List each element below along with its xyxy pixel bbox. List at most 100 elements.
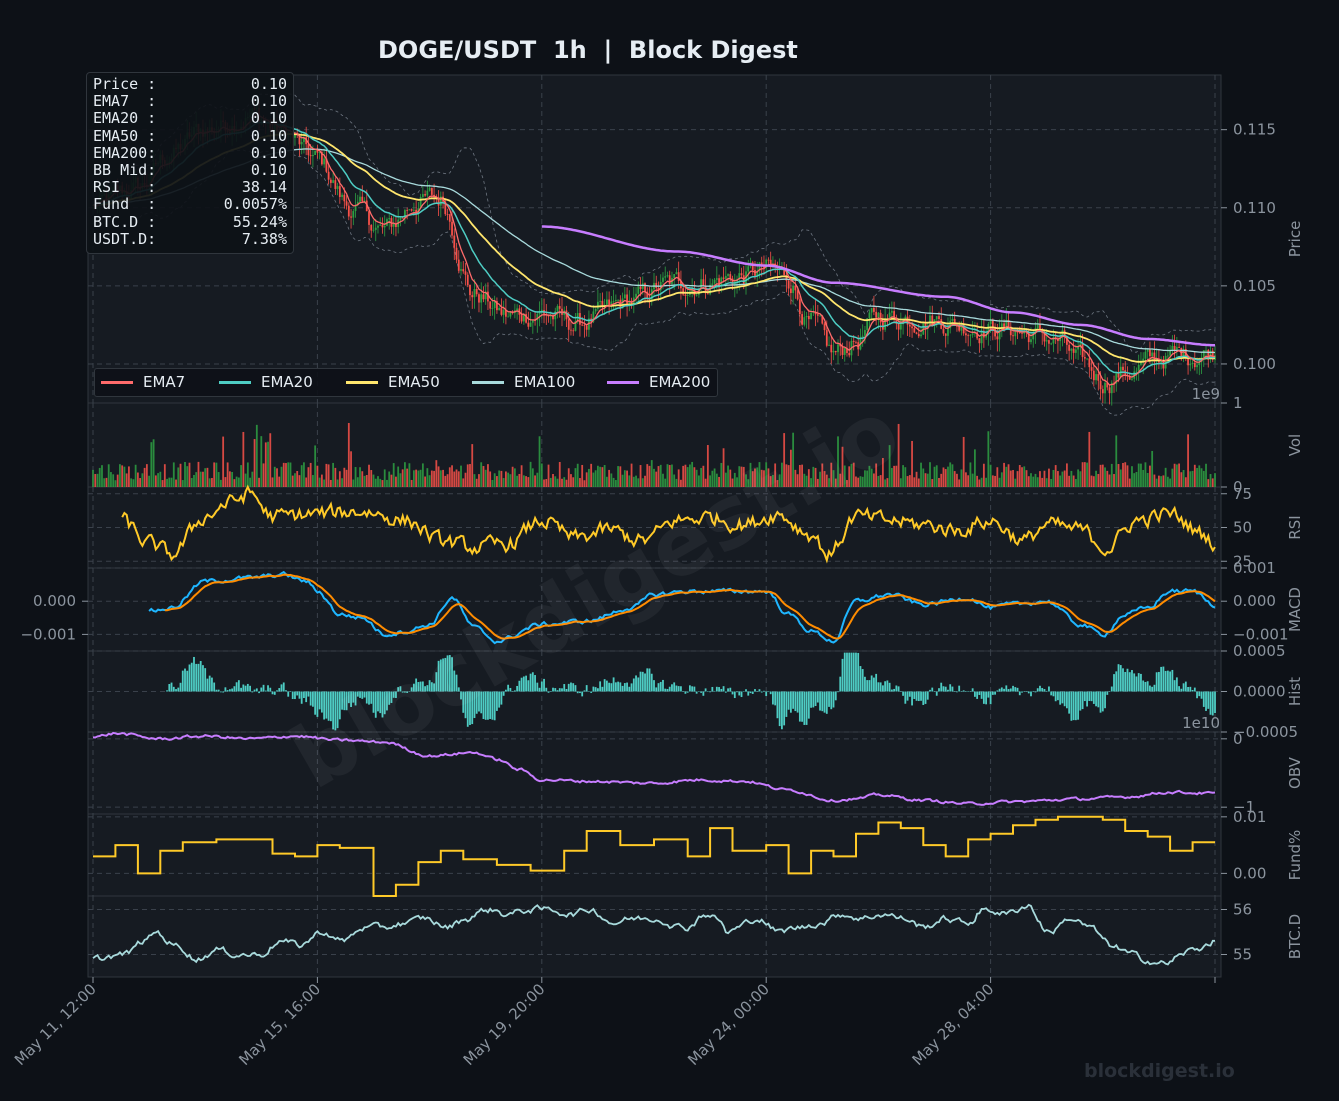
histogram-bar (204, 668, 207, 692)
histogram-bar (1184, 681, 1187, 692)
candle-body (956, 325, 958, 327)
histogram-bar (264, 690, 267, 692)
histogram-bar (1160, 666, 1163, 692)
histogram-bar (343, 691, 346, 711)
histogram-bar (188, 664, 191, 692)
histogram-bar (1178, 686, 1180, 692)
volume-bar (448, 467, 451, 487)
volume-bar (967, 475, 970, 487)
volume-bar (798, 464, 801, 487)
histogram-bar (689, 685, 691, 692)
candle-body (312, 154, 314, 157)
histogram-bar (338, 691, 341, 720)
histogram-bar (522, 676, 525, 692)
candle-body (621, 298, 624, 309)
histogram-bar (316, 691, 319, 717)
volume-bar (973, 449, 976, 487)
volume-bar (103, 478, 106, 487)
volume-bar (1027, 476, 1030, 487)
candle-body (1030, 339, 1032, 343)
volume-bar (352, 479, 355, 487)
volume-bar (953, 471, 956, 487)
volume-bar (487, 464, 489, 487)
histogram-bar (796, 691, 799, 713)
bollinger-upper (135, 93, 1216, 353)
volume-bar (599, 466, 602, 487)
candle-body (935, 316, 938, 320)
volume-bar (332, 462, 335, 487)
volume-bar (215, 462, 218, 487)
volume-bar (464, 472, 467, 487)
histogram-bar (471, 691, 474, 725)
volume-bar (1128, 478, 1131, 487)
volume-bar (657, 466, 660, 487)
volume-bar (107, 464, 110, 487)
histogram-bar (545, 687, 548, 692)
candle-body (1144, 351, 1147, 359)
info-value: 0.10 (250, 161, 287, 179)
volume-bar (691, 461, 694, 487)
histogram-bar (691, 686, 694, 692)
histogram-bar (561, 688, 563, 692)
y-tick-label-fund: 0.01 (1233, 808, 1266, 826)
histogram-bar (430, 682, 433, 692)
histogram-bar (1057, 691, 1059, 701)
volume-bar (179, 463, 182, 487)
volume-bar (399, 473, 402, 487)
volume-bar (639, 465, 642, 487)
candle-body (430, 187, 433, 195)
volume-bar (134, 464, 137, 487)
volume-bar (689, 464, 691, 487)
volume-bar (729, 469, 732, 487)
info-value: 0.10 (250, 109, 287, 128)
candle-body (801, 314, 804, 325)
volume-bar (623, 470, 626, 487)
candle-body (1092, 370, 1095, 381)
candle-body (673, 274, 676, 279)
volume-bar (547, 464, 550, 487)
histogram-bar (329, 691, 332, 722)
histogram-bar (1068, 691, 1071, 714)
volume-bar (1052, 469, 1055, 487)
volume-bar (282, 462, 285, 487)
volume-bar (895, 465, 898, 487)
histogram-bar (235, 682, 238, 692)
histogram-bar (1023, 691, 1026, 692)
histogram-bar (742, 691, 745, 692)
volume-bar (1119, 469, 1122, 487)
volume-bar (565, 479, 568, 487)
candle-body (641, 283, 644, 289)
histogram-bar (832, 691, 835, 708)
histogram-bar (240, 687, 243, 692)
histogram-bar (513, 690, 516, 692)
candle-body (504, 310, 507, 317)
volume-bar (527, 477, 530, 487)
histogram-bar (401, 691, 404, 693)
candle-body (529, 322, 532, 327)
volume-bar (758, 462, 761, 487)
candle-body (1131, 378, 1133, 380)
histogram-bar (805, 691, 808, 725)
candle-body (1048, 340, 1050, 344)
histogram-bar (888, 682, 891, 692)
candle-body (931, 315, 934, 325)
line-btc-dominance (92, 903, 1215, 966)
histogram-bar (352, 691, 355, 703)
volume-bar (233, 479, 236, 487)
volume-bar (1178, 463, 1180, 487)
volume-bar (763, 470, 765, 487)
candle-body (971, 333, 974, 335)
info-row: BB Mid: 0.10 (93, 162, 287, 179)
candle-body (1117, 372, 1120, 378)
histogram-bar (289, 691, 292, 692)
candle-body (383, 225, 386, 228)
candle-body (953, 318, 956, 326)
volume-bar (401, 469, 404, 487)
y-tick-label-macd: 0.001 (1233, 559, 1276, 577)
candle-body (803, 317, 806, 325)
volume-bar (554, 476, 557, 487)
histogram-bar (278, 688, 281, 692)
histogram-bar (680, 686, 682, 692)
histogram-bar (417, 682, 420, 692)
